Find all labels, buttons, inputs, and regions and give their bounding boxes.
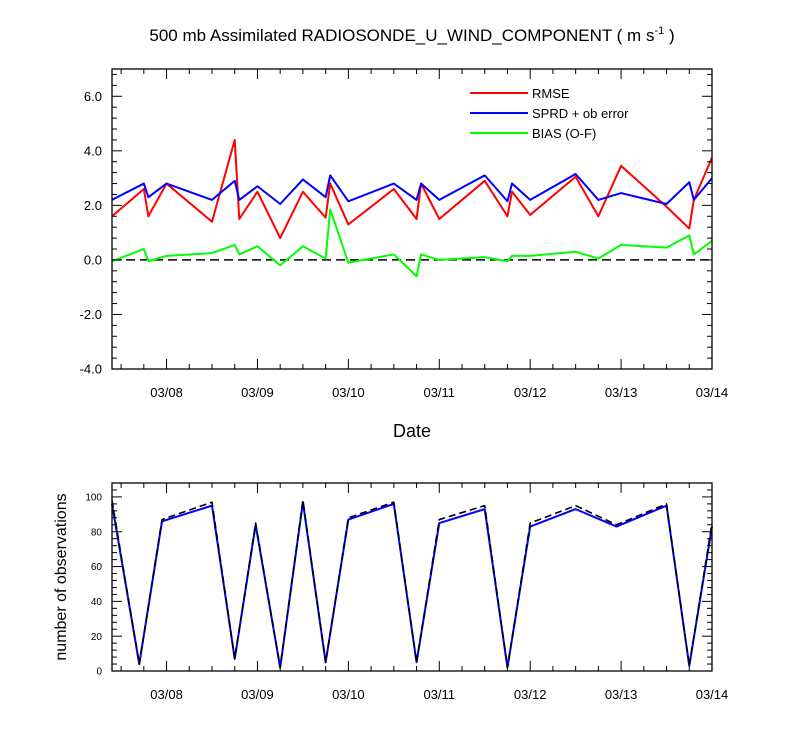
- top-x-tick-label: 03/13: [605, 385, 638, 400]
- top-y-tick-label: 0.0: [84, 253, 102, 268]
- top-x-tick-label: 03/12: [514, 385, 547, 400]
- top-series-rmse: [111, 138, 713, 240]
- bottom-y-tick-label: 40: [91, 597, 103, 608]
- legend-label-bias: BIAS (O-F): [532, 126, 596, 141]
- bottom-x-tick-label: 03/12: [514, 687, 547, 702]
- top-panel: 500 mb Assimilated RADIOSONDE_U_WIND_COM…: [80, 25, 729, 441]
- top-y-tick-label: -4.0: [80, 362, 102, 377]
- top-series-bias-o-f: [111, 208, 713, 278]
- bottom-series-layer: [111, 499, 713, 669]
- top-x-tick-label: 03/08: [150, 385, 183, 400]
- bottom-series-total: [111, 499, 713, 669]
- bottom-y-tick-label: 20: [91, 632, 103, 643]
- legend: RMSE SPRD + ob error BIAS (O-F): [470, 86, 629, 141]
- bottom-x-tick-label: 03/13: [605, 687, 638, 702]
- x-axis-title: Date: [393, 421, 431, 441]
- bottom-x-tick-label: 03/09: [241, 687, 274, 702]
- top-plot-frame: [111, 68, 713, 370]
- top-x-tick-label: 03/14: [696, 385, 729, 400]
- top-series-layer: [111, 138, 713, 278]
- y-axis-title-observations: number of observations: [53, 493, 70, 660]
- top-x-tick-label: 03/10: [332, 385, 365, 400]
- bottom-y-tick-label: 0: [96, 667, 102, 678]
- top-x-tick-label: 03/09: [241, 385, 274, 400]
- bottom-x-tick-label: 03/11: [423, 687, 455, 702]
- bottom-x-tick-label: 03/10: [332, 687, 365, 702]
- bottom-plot-frame: [111, 482, 713, 672]
- top-y-tick-label: 6.0: [84, 89, 102, 104]
- bottom-y-tick-label: 80: [91, 527, 103, 538]
- top-y-tick-label: 4.0: [84, 144, 102, 159]
- bottom-x-tick-label: 03/08: [150, 687, 183, 702]
- legend-label-rmse: RMSE: [532, 86, 570, 101]
- bottom-y-tick-label: 60: [91, 562, 103, 573]
- top-y-tick-label: 2.0: [84, 198, 102, 213]
- legend-label-sprd: SPRD + ob error: [532, 106, 629, 121]
- bottom-axis-ticks: 03/08 03/09 03/10 03/11 03/12 03/13 03/14 0 20 40…: [85, 482, 729, 702]
- bottom-y-tick-label: 100: [85, 493, 102, 504]
- bottom-panel: 03/08 03/09 03/10 03/11 03/12 03/13 03/14 0 20 40…: [53, 482, 729, 702]
- bottom-x-tick-label: 03/14: [696, 687, 729, 702]
- top-series-sprd-ob-error: [111, 173, 713, 205]
- bottom-series-used: [111, 501, 713, 669]
- chart-title: 500 mb Assimilated RADIOSONDE_U_WIND_COM…: [149, 25, 674, 45]
- top-x-tick-label: 03/11: [423, 385, 455, 400]
- top-axis-ticks: 03/08 03/09 03/10 03/11 03/12 03/13 03/14 -4.0 -…: [80, 69, 729, 400]
- top-y-tick-label: -2.0: [80, 307, 102, 322]
